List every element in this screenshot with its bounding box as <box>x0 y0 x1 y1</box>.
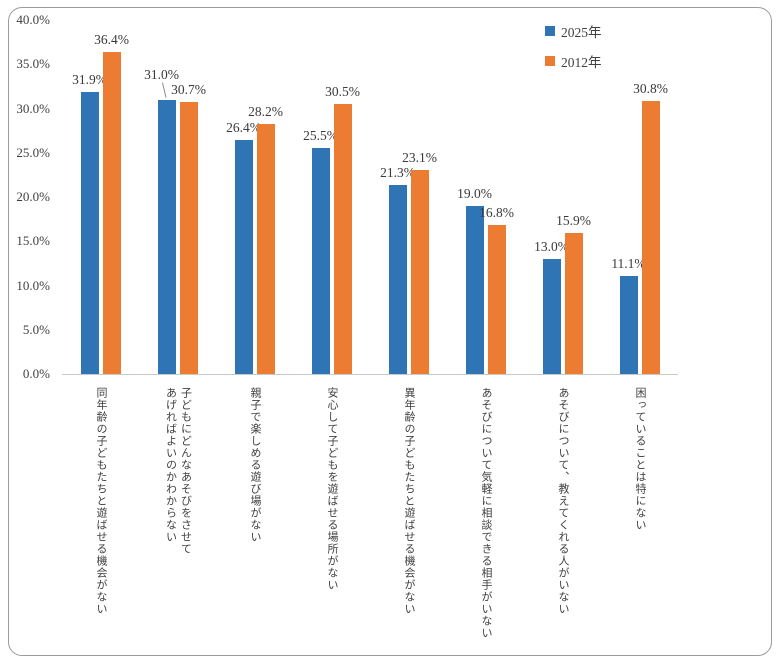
legend-swatch-2012-icon <box>545 56 555 66</box>
category-label-5: 異年齢の子どもたちと遊ばせる機会がない <box>403 387 415 615</box>
bar-2025年-cat2 <box>157 99 176 374</box>
category-label-1: 同年齢の子どもたちと遊ばせる機会がない <box>95 387 107 615</box>
value-label-2025年-cat3: 26.4% <box>226 120 261 136</box>
bar-2025年-cat5 <box>388 185 407 374</box>
bar-2012年-cat5 <box>410 169 429 374</box>
value-label-2012年-cat6: 16.8% <box>479 205 514 221</box>
value-label-2025年-cat7: 13.0% <box>534 238 569 254</box>
value-label-2012年-cat1: 36.4% <box>94 31 129 47</box>
bar-2012年-cat2 <box>179 102 198 374</box>
value-label-2025年-cat8: 11.1% <box>611 255 646 271</box>
bar-2025年-cat4 <box>311 148 330 374</box>
legend: 2025年 2012年 <box>545 21 602 71</box>
value-label-2025年-cat4: 25.5% <box>303 128 338 144</box>
value-label-2012年-cat2: 30.7% <box>171 82 206 98</box>
bar-2025年-cat8 <box>619 275 638 374</box>
y-axis-tick-label: 25.0% <box>16 144 50 160</box>
y-axis-tick-label: 30.0% <box>16 100 50 116</box>
legend-item-2025: 2025年 <box>545 21 602 41</box>
bar-2012年-cat3 <box>256 124 275 374</box>
value-label-2025年-cat2: 31.0% <box>144 66 179 82</box>
category-label-2: 子どもにどんなあそびをさせて あげればよいのかわからない <box>164 387 192 555</box>
value-label-2025年-cat5: 21.3% <box>380 165 415 181</box>
bar-2012年-cat8 <box>641 101 660 374</box>
bar-2012年-cat1 <box>102 51 121 374</box>
y-axis-tick-label: 35.0% <box>16 56 50 72</box>
value-label-2012年-cat5: 23.1% <box>402 149 437 165</box>
bar-2025年-cat1 <box>80 91 99 374</box>
legend-label-2025: 2025年 <box>561 25 602 40</box>
category-label-6: あそびについて気軽に相談できる相手がいない <box>480 387 492 639</box>
value-label-2012年-cat4: 30.5% <box>325 84 360 100</box>
y-axis-tick-label: 10.0% <box>16 277 50 293</box>
y-axis-tick-label: 0.0% <box>22 366 50 381</box>
bar-2025年-cat3 <box>234 140 253 374</box>
category-label-4: 安心して子どもを遊ばせる場所がない <box>326 387 338 591</box>
bar-2012年-cat4 <box>333 104 352 374</box>
value-label-2025年-cat6: 19.0% <box>457 185 492 201</box>
y-axis-tick-label: 5.0% <box>22 321 50 337</box>
y-axis-tick-label: 40.0% <box>16 12 50 27</box>
category-label-3: 親子で楽しめる遊び場がない <box>249 387 261 543</box>
bar-2012年-cat7 <box>564 233 583 374</box>
bar-2012年-cat6 <box>487 225 506 374</box>
value-label-2025年-cat1: 31.9% <box>72 71 107 87</box>
legend-label-2012: 2012年 <box>561 55 602 70</box>
y-axis-tick-label: 15.0% <box>16 233 50 249</box>
value-label-2012年-cat8: 30.8% <box>633 81 668 97</box>
x-axis-line <box>62 373 678 375</box>
bar-2025年-cat6 <box>465 205 484 374</box>
y-axis-tick-label: 20.0% <box>16 189 50 204</box>
value-label-2012年-cat3: 28.2% <box>248 104 283 120</box>
category-label-8: 困っていることは特にない <box>634 387 646 531</box>
bar-2025年-cat7 <box>542 258 561 374</box>
category-label-7: あそびについて、教えてくれる人がいない <box>557 387 569 615</box>
value-label-2012年-cat7: 15.9% <box>556 213 591 229</box>
legend-item-2012: 2012年 <box>545 51 602 71</box>
legend-swatch-2025-icon <box>545 26 555 36</box>
